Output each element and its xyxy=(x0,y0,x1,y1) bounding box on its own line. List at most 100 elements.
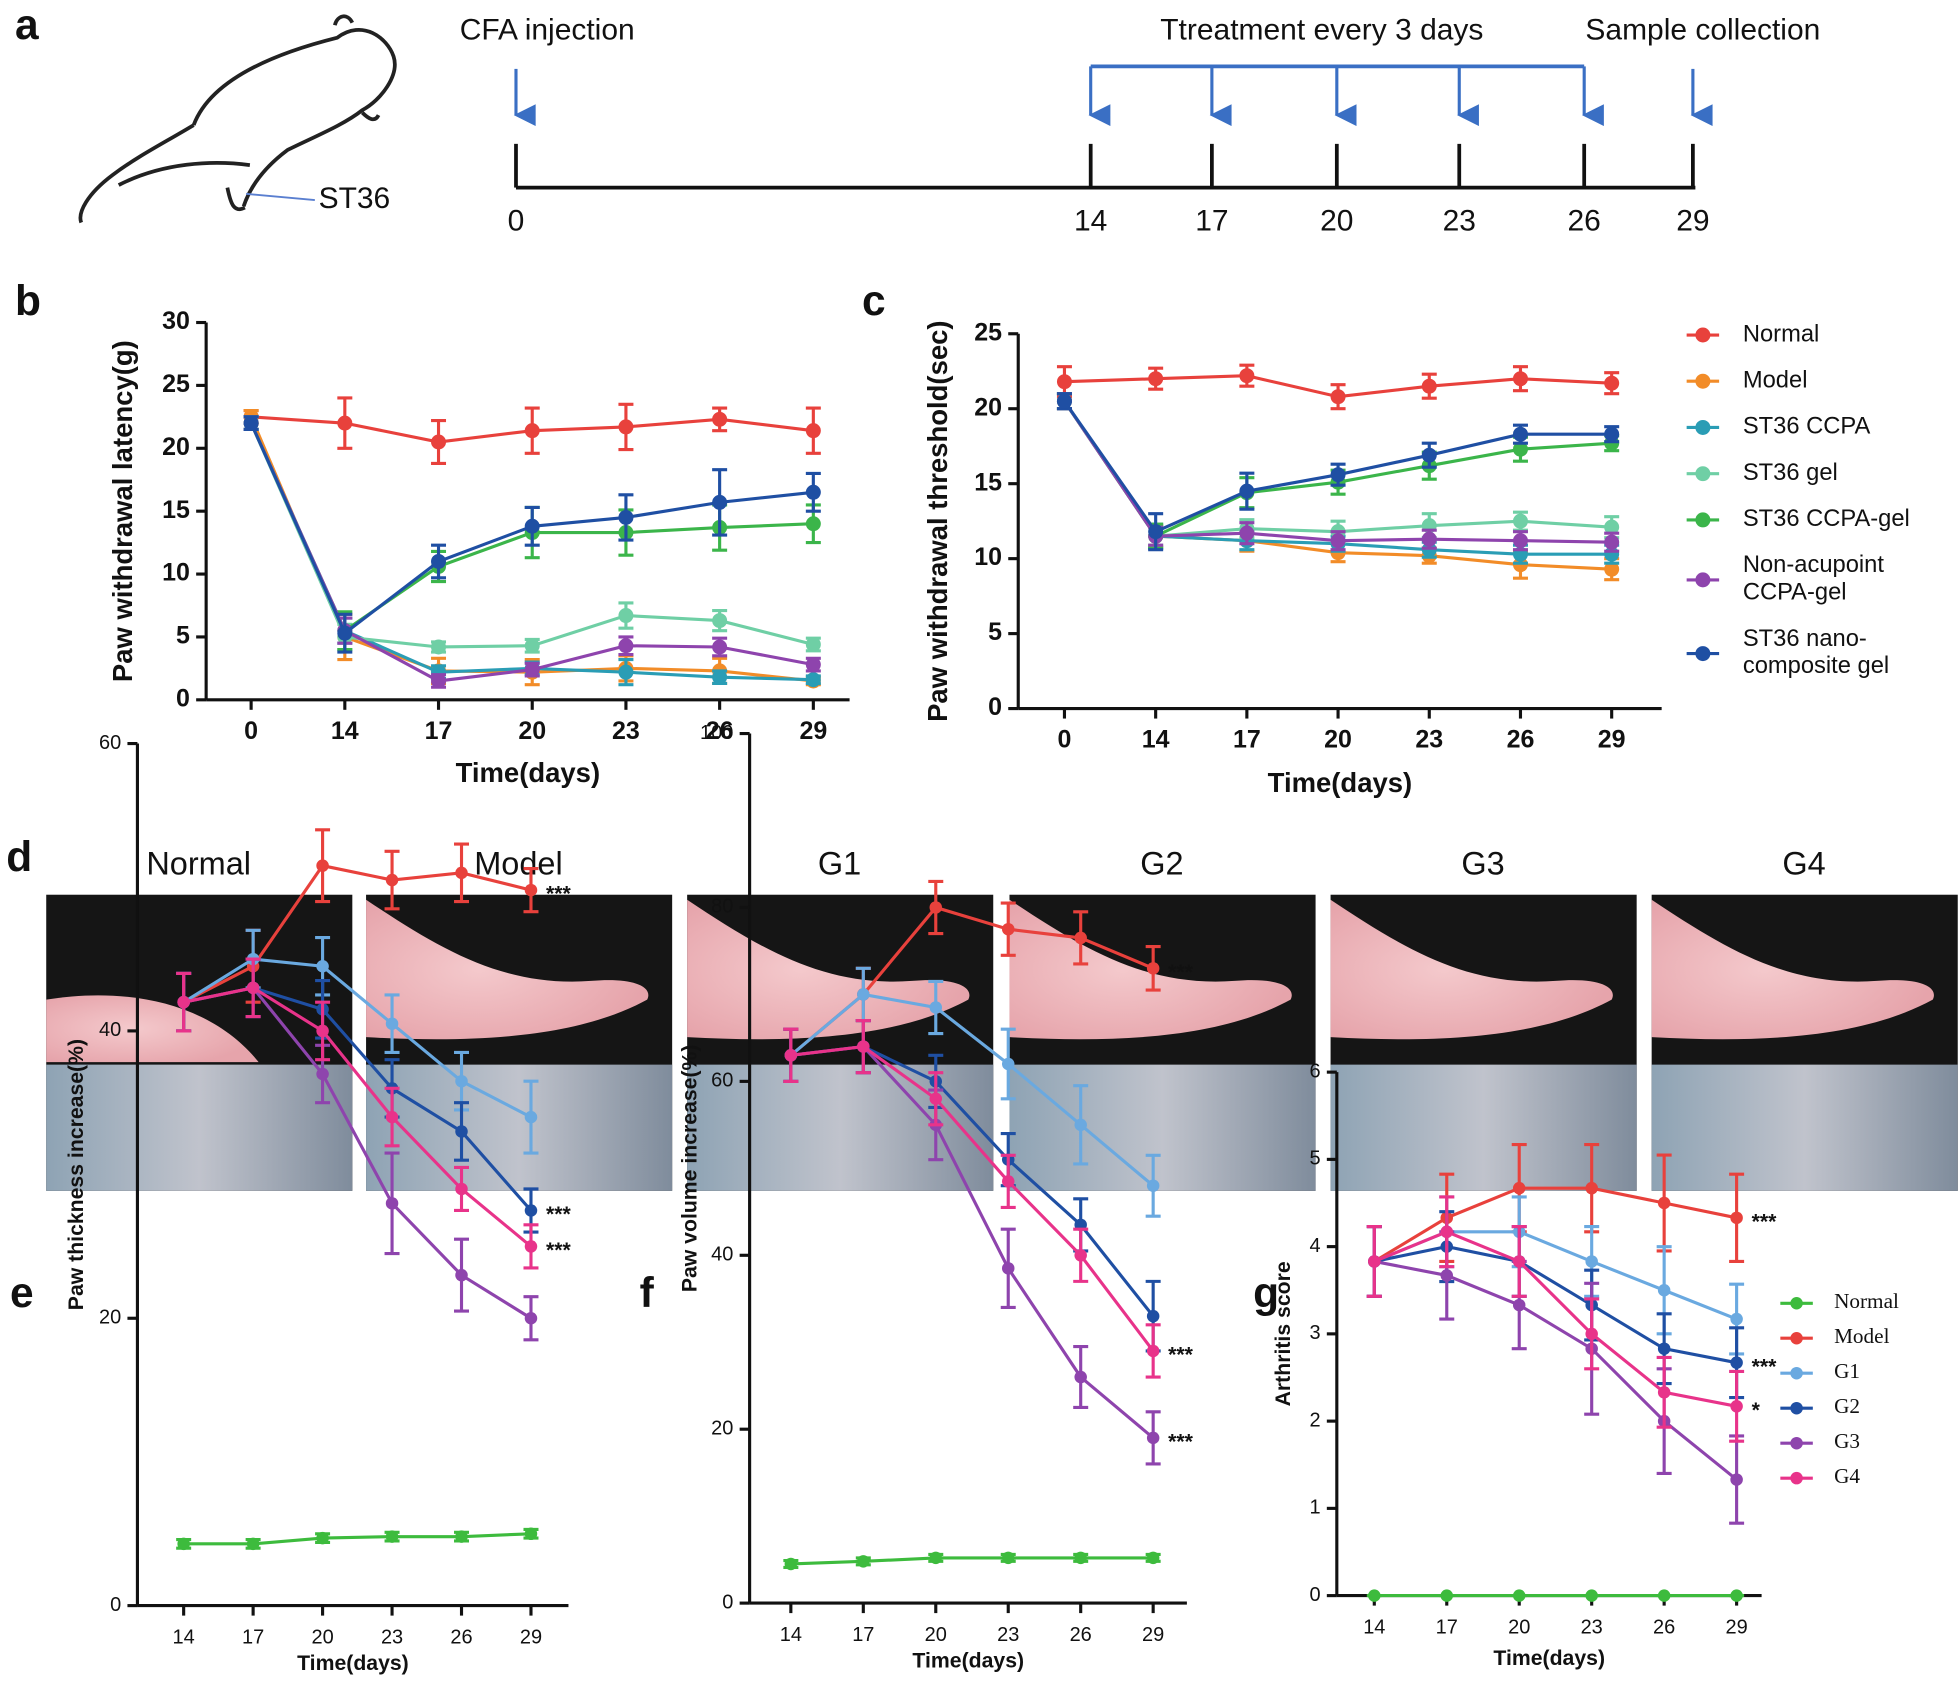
data-point xyxy=(1330,533,1346,549)
photo xyxy=(46,894,353,1191)
data-point xyxy=(618,509,634,525)
data-point xyxy=(1001,1175,1015,1188)
chart: 0 20 40 60 14 17 20 23 26 29 Time(days) Paw thickne… xyxy=(65,732,571,1675)
data-point xyxy=(431,553,447,569)
data-point xyxy=(524,423,540,439)
legend-marker xyxy=(1790,1297,1803,1310)
y-tick-label: 3 xyxy=(1309,1322,1320,1344)
photo-paw xyxy=(1009,899,1292,1040)
y-tick-label: 20 xyxy=(99,1307,121,1329)
data-point xyxy=(1001,1057,1015,1071)
data-point xyxy=(1512,426,1528,442)
x-tick-label: 26 xyxy=(450,1626,472,1648)
data-point xyxy=(455,1268,468,1282)
x-tick-label: 29 xyxy=(1142,1624,1164,1646)
data-point xyxy=(1512,1298,1526,1312)
data-point xyxy=(1146,962,1160,975)
panel-label: g xyxy=(1253,1269,1279,1316)
data-point xyxy=(1146,1179,1160,1192)
y-axis-title: Paw withdrawal threshold(sec) xyxy=(922,320,953,721)
data-point xyxy=(929,1092,943,1106)
y-tick-label: 10 xyxy=(162,559,190,587)
photo-paw xyxy=(46,995,259,1063)
y-tick-label: 15 xyxy=(162,496,190,524)
data-point xyxy=(246,981,260,995)
legend-label: G3 xyxy=(1834,1429,1860,1453)
photo-ruler xyxy=(1330,1064,1637,1191)
legend-label: G1 xyxy=(1834,1359,1860,1383)
legend-marker xyxy=(1695,572,1711,588)
legend-marker xyxy=(1790,1331,1803,1345)
data-point xyxy=(1730,1473,1743,1486)
y-tick-label: 0 xyxy=(988,693,1002,721)
panel-label: d xyxy=(6,833,32,880)
data-point xyxy=(1604,426,1620,442)
x-tick-label: 0 xyxy=(244,717,258,745)
data-point xyxy=(316,1067,329,1081)
data-point xyxy=(1604,534,1620,550)
x-tick-label: 23 xyxy=(381,1626,403,1648)
data-point xyxy=(1657,1589,1671,1602)
site-pointer xyxy=(246,192,315,202)
data-point xyxy=(1440,1225,1454,1239)
data-point xyxy=(805,672,821,688)
y-tick-label: 25 xyxy=(162,370,190,398)
legend-label: ST36 CCPA-gel xyxy=(1743,506,1910,532)
data-point xyxy=(524,1204,538,1217)
series-line xyxy=(182,863,532,1004)
timeline-day: 20 xyxy=(1320,204,1353,237)
data-point xyxy=(1657,1196,1671,1210)
data-point xyxy=(1512,1181,1526,1195)
legend-label: ST36 gel xyxy=(1743,460,1838,486)
photo-ruler xyxy=(1651,1064,1958,1191)
y-tick-label: 40 xyxy=(711,1244,733,1266)
x-tick-label: 20 xyxy=(311,1626,333,1648)
data-point xyxy=(1330,389,1346,405)
y-tick-label: 0 xyxy=(722,1591,733,1613)
series-line xyxy=(183,1532,532,1546)
data-point xyxy=(1368,1255,1381,1268)
x-tick-label: 26 xyxy=(1070,1624,1092,1646)
photo-paw xyxy=(366,899,649,1040)
photo-ruler xyxy=(46,1064,353,1191)
data-point xyxy=(1585,1327,1598,1341)
y-tick-label: 5 xyxy=(176,622,190,650)
timeline-day: 0 xyxy=(508,204,525,237)
data-point xyxy=(524,518,540,534)
significance-label: *** xyxy=(1168,1344,1194,1367)
event-label: Ttreatment every 3 days xyxy=(1160,13,1483,46)
legend-marker xyxy=(1695,466,1711,482)
chart: 0 5 10 15 20 25 0 14 17 20 23 26 29 Time(days) Paw wit… xyxy=(922,318,1910,798)
y-tick-label: 10 xyxy=(974,543,1002,571)
data-point xyxy=(524,1110,538,1124)
x-tick-label: 23 xyxy=(997,1624,1019,1646)
series-line xyxy=(790,1556,1154,1566)
data-point xyxy=(1074,1249,1087,1262)
data-point xyxy=(1512,1255,1526,1268)
y-tick-label: 60 xyxy=(99,732,121,754)
site-label: ST36 xyxy=(319,182,391,215)
timeline-day: 29 xyxy=(1676,204,1709,237)
x-tick-label: 29 xyxy=(1598,726,1626,754)
data-point xyxy=(712,639,728,655)
data-point xyxy=(1074,1551,1087,1565)
x-tick-label: 20 xyxy=(518,717,546,745)
data-point xyxy=(1146,1309,1160,1323)
x-axis-title: Time(days) xyxy=(297,1652,409,1675)
data-point xyxy=(618,608,634,624)
data-point xyxy=(1074,931,1087,945)
data-point xyxy=(337,625,353,641)
legend-marker xyxy=(1790,1436,1803,1450)
data-point xyxy=(712,613,728,629)
data-point xyxy=(1440,1269,1454,1282)
data-point xyxy=(1585,1181,1598,1195)
x-tick-label: 14 xyxy=(1363,1616,1385,1638)
photo-label: G4 xyxy=(1782,846,1825,882)
data-point xyxy=(1657,1342,1671,1355)
x-axis-title: Time(days) xyxy=(456,757,601,788)
data-point xyxy=(524,1527,538,1541)
data-point xyxy=(1730,1356,1743,1369)
y-axis-title: Arthritis score xyxy=(1272,1261,1295,1406)
x-tick-label: 14 xyxy=(1142,726,1170,754)
photo xyxy=(366,894,673,1191)
